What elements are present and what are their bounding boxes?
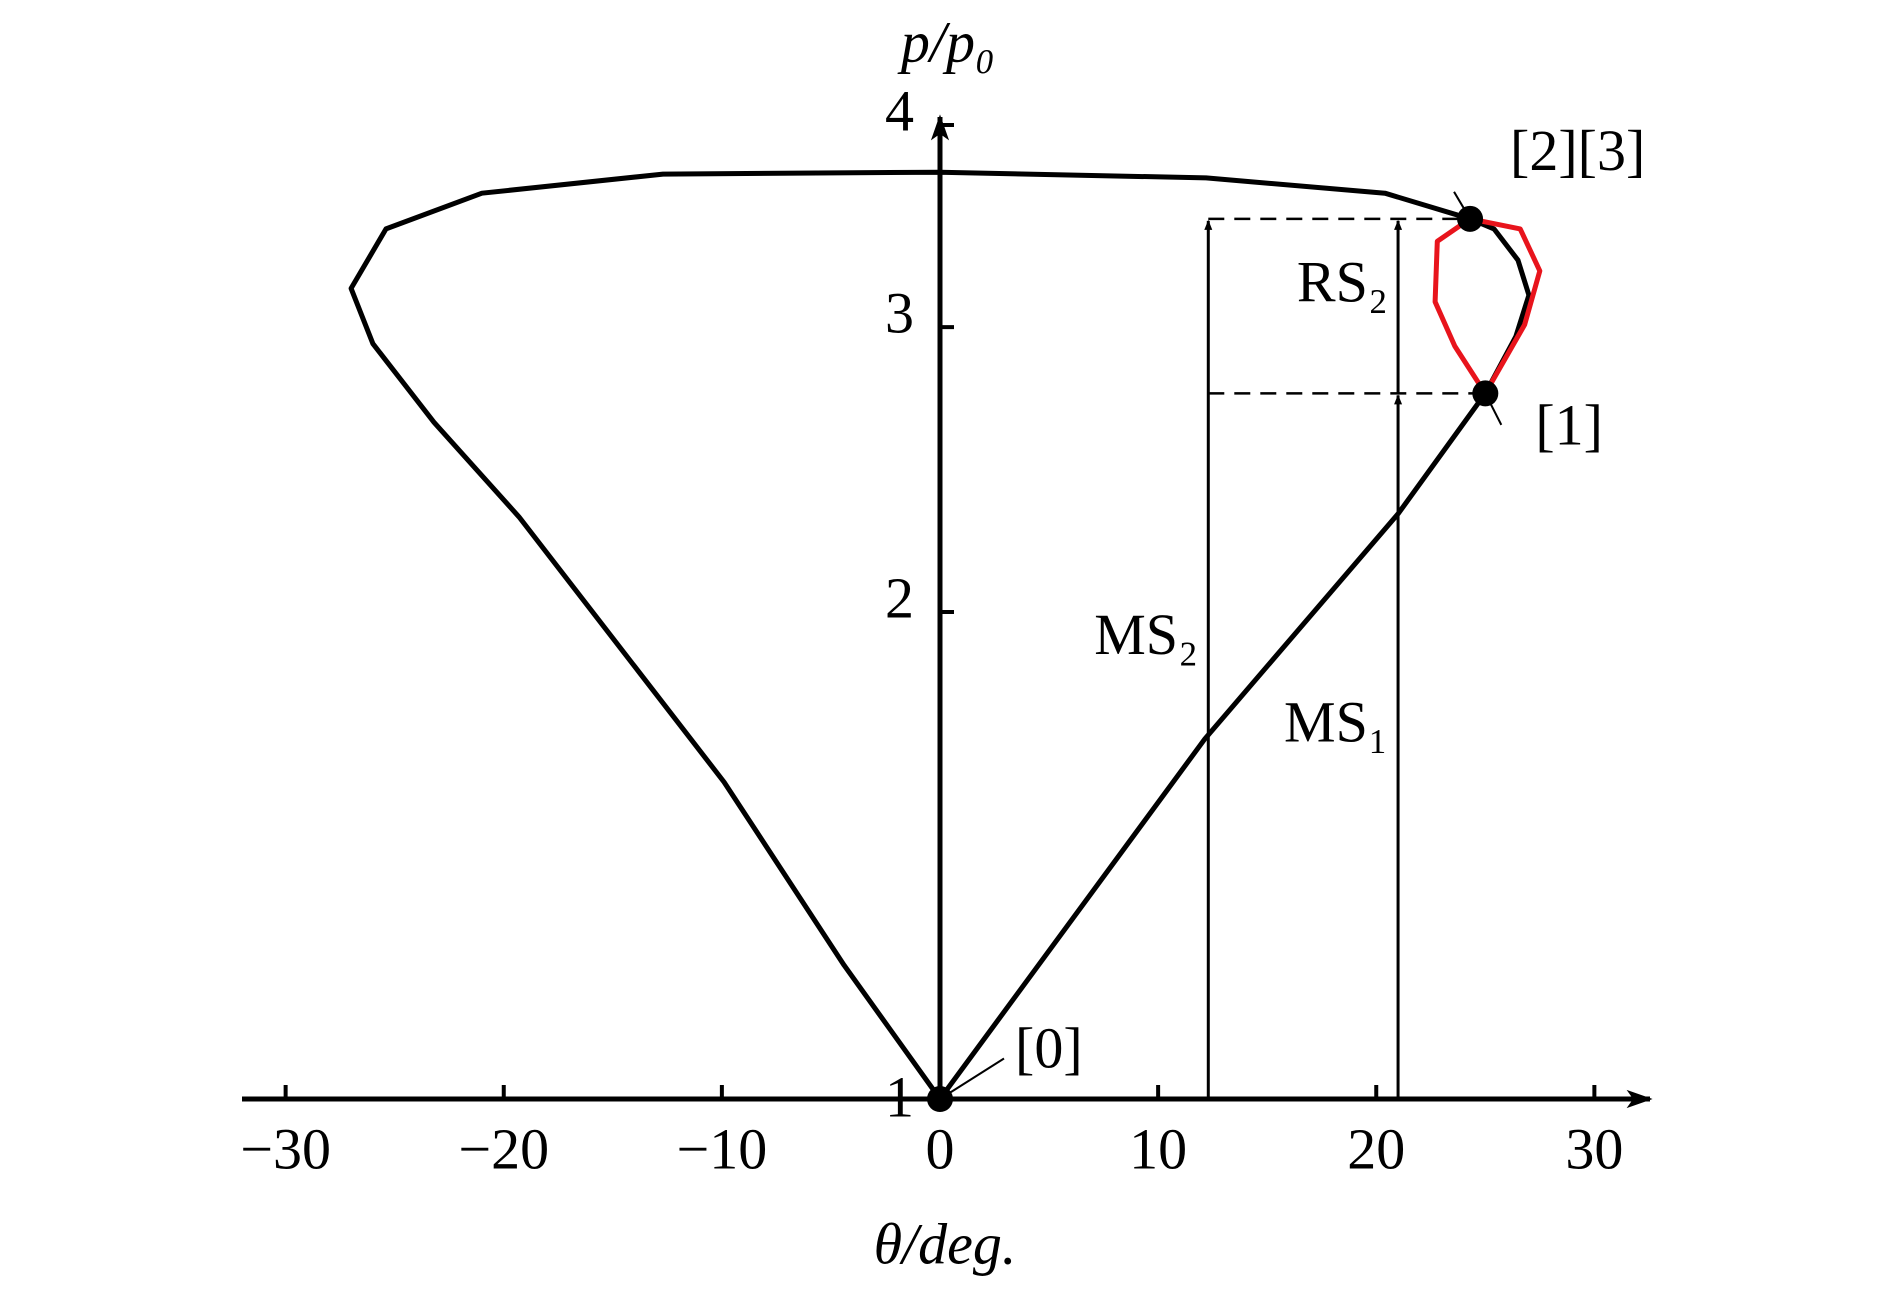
x-tick-label: 30 [1565,1116,1623,1181]
arrow-label: RS₂ [1297,249,1388,314]
y-tick-label: 3 [885,280,914,345]
arrow-label: MS₁ [1284,690,1388,755]
y-tick-label: 2 [885,565,914,630]
point [1457,205,1484,232]
y-tick-label: 4 [885,78,914,143]
point [1472,380,1499,407]
arrow-label: MS₂ [1094,602,1198,667]
y-tick-label: 1 [885,1064,914,1129]
x-axis-label: θ/deg. [874,1211,1017,1276]
x-tick-label: −20 [458,1116,549,1181]
y-axis-label: p/p₀ [897,9,995,74]
x-tick-label: −10 [677,1116,768,1181]
x-tick-label: −30 [240,1116,331,1181]
point-label: [0] [1015,1015,1083,1080]
point-label: [1] [1535,393,1603,458]
x-tick-label: 20 [1347,1116,1405,1181]
x-tick-label: 0 [926,1116,955,1181]
point-label: [2][3] [1510,118,1645,183]
x-tick-label: 10 [1129,1116,1187,1181]
point [927,1086,953,1112]
